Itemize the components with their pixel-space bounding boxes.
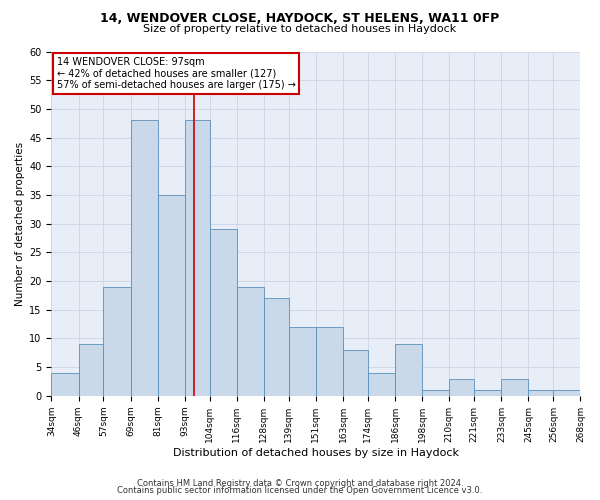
Bar [289,327,316,396]
Bar [474,390,502,396]
Text: 14 WENDOVER CLOSE: 97sqm
← 42% of detached houses are smaller (127)
57% of semi-: 14 WENDOVER CLOSE: 97sqm ← 42% of detach… [56,56,296,90]
Bar [422,390,449,396]
Bar [529,390,553,396]
Bar [52,373,79,396]
Text: Contains public sector information licensed under the Open Government Licence v3: Contains public sector information licen… [118,486,482,495]
Text: Size of property relative to detached houses in Haydock: Size of property relative to detached ho… [143,24,457,34]
Text: 14, WENDOVER CLOSE, HAYDOCK, ST HELENS, WA11 0FP: 14, WENDOVER CLOSE, HAYDOCK, ST HELENS, … [100,12,500,26]
Y-axis label: Number of detached properties: Number of detached properties [15,142,25,306]
X-axis label: Distribution of detached houses by size in Haydock: Distribution of detached houses by size … [173,448,459,458]
Bar [343,350,368,396]
Bar [264,298,289,396]
Bar [368,373,395,396]
Bar [316,327,343,396]
Bar [158,195,185,396]
Bar [553,390,580,396]
Bar [395,344,422,396]
Bar [103,287,131,396]
Bar [237,287,264,396]
Bar [449,378,474,396]
Bar [502,378,529,396]
Bar [131,120,158,396]
Text: Contains HM Land Registry data © Crown copyright and database right 2024.: Contains HM Land Registry data © Crown c… [137,478,463,488]
Bar [79,344,103,396]
Bar [209,230,237,396]
Bar [185,120,209,396]
